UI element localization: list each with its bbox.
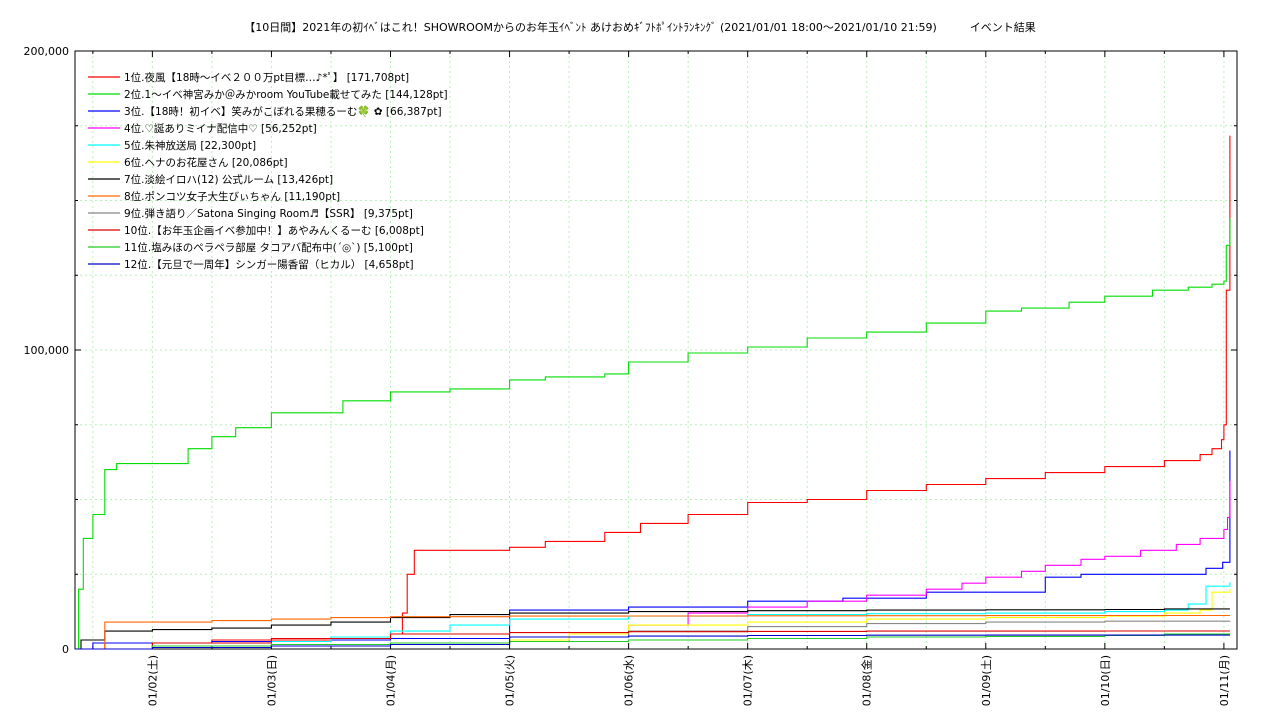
y-tick-label: 0 <box>62 643 69 656</box>
x-tick-label: 01/09(土) <box>980 655 993 706</box>
x-tick-label: 01/08(金) <box>860 655 874 706</box>
x-tick-label: 01/05(火) <box>504 655 517 706</box>
legend-entry: 4位.♡誕ありミイナ配信中♡ [56,252pt] <box>124 122 317 135</box>
series-line-3 <box>75 450 1231 650</box>
legend-entry: 10位.【お年玉企画イベ参加中！】あやみんくるーむ [6,008pt] <box>124 224 424 237</box>
legend-entry: 3位.【18時！初イベ】笑みがこぼれる果穂るーむ🍀 ✿ [66,387pt] <box>124 105 442 118</box>
axis-layer: 0 100,000 200,000 01/02(土) 01/03(日) 01/04(月) 0… <box>24 45 1238 706</box>
legend: 1位.夜風【18時～イベ２００万pt目標…♪*ﾟ】 [171,708pt] 2位.… <box>88 71 448 271</box>
legend-entry: 8位.ポンコツ女子大生びぃちゃん [11,190pt] <box>124 190 340 203</box>
series-layer <box>75 135 1231 650</box>
legend-entry: 7位.淡絵イロハ(12) 公式ルーム [13,426pt] <box>124 173 333 186</box>
legend-entry: 11位.塩みほのペラペラ部屋 タコアバ配布中(ˊ◎ˋ) [5,100pt] <box>124 241 413 254</box>
series-line-4 <box>75 480 1231 650</box>
legend-entry: 5位.朱神放送局 [22,300pt] <box>124 139 256 152</box>
x-tick-label: 01/11(月) <box>1218 655 1231 706</box>
chart-title: 【10日間】2021年の初ｲﾍﾞはこれ！SHOWROOMからのお年玉ｲﾍﾞﾝﾄ … <box>244 21 1036 34</box>
series-line-2 <box>75 218 1231 650</box>
x-tick-label: 01/10(日) <box>1099 655 1112 706</box>
x-tick-label: 01/07(木) <box>742 655 755 706</box>
x-tick-label: 01/02(土) <box>146 655 159 706</box>
legend-entry: 1位.夜風【18時～イベ２００万pt目標…♪*ﾟ】 [171,708pt] <box>124 71 409 84</box>
legend-entry: 2位.1～イベ神宮みか＠みかroom YouTube載せてみた [144,128… <box>124 88 448 101</box>
y-tick-label: 200,000 <box>24 45 70 58</box>
series-line-12 <box>75 634 1230 650</box>
series-line-10 <box>75 630 1230 650</box>
legend-entry: 9位.弾き語り／Satona Singing Room♬【SSR】 [9,375… <box>124 207 413 220</box>
legend-entry: 6位.ヘナのお花屋さん [20,086pt] <box>124 156 288 169</box>
x-tick-label: 01/03(日) <box>265 655 278 706</box>
legend-entry: 12位.【元旦で一周年】シンガー陽香留（ヒカル） [4,658pt] <box>124 258 414 271</box>
series-line-8 <box>75 614 1230 650</box>
series-line-7 <box>75 608 1230 650</box>
y-tick-label: 100,000 <box>24 344 70 357</box>
x-tick-label: 01/06(水) <box>623 655 636 706</box>
x-tick-label: 01/04(月) <box>385 655 398 706</box>
